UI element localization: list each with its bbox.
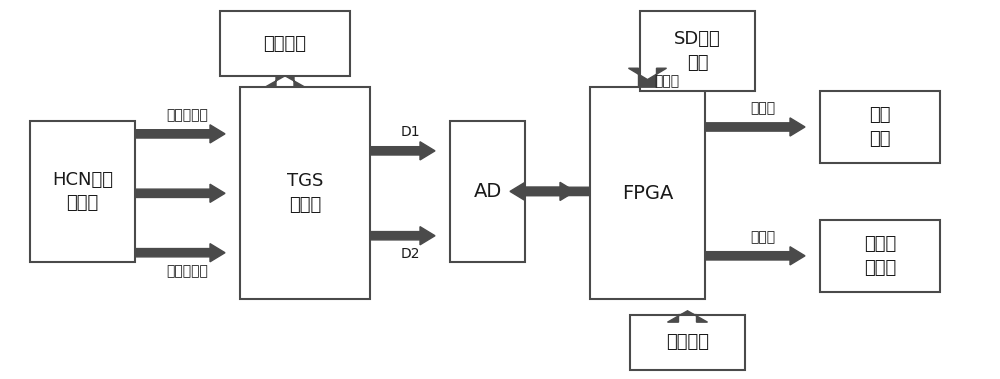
Bar bbox=[820, 220, 940, 292]
Text: D1: D1 bbox=[400, 125, 420, 139]
FancyArrow shape bbox=[705, 118, 805, 136]
Text: 密度值: 密度值 bbox=[750, 230, 775, 244]
FancyArrow shape bbox=[525, 182, 575, 200]
FancyArrow shape bbox=[370, 227, 435, 245]
Text: SD存储
设备: SD存储 设备 bbox=[674, 30, 721, 72]
FancyArrow shape bbox=[510, 182, 590, 200]
Text: D2: D2 bbox=[400, 247, 420, 261]
Bar bbox=[450, 121, 525, 262]
FancyArrow shape bbox=[629, 68, 666, 87]
Text: 装置其
他系统: 装置其 他系统 bbox=[864, 235, 896, 277]
FancyArrow shape bbox=[265, 76, 305, 87]
Bar bbox=[640, 11, 755, 91]
Bar bbox=[820, 91, 940, 163]
Text: TGS
探测器: TGS 探测器 bbox=[287, 172, 323, 214]
FancyArrow shape bbox=[370, 142, 435, 160]
Text: 密度值: 密度值 bbox=[654, 75, 680, 88]
Text: FPGA: FPGA bbox=[622, 184, 673, 203]
Bar bbox=[220, 11, 350, 76]
Bar bbox=[630, 315, 745, 370]
Text: 电源模块: 电源模块 bbox=[264, 34, 307, 53]
FancyArrow shape bbox=[705, 247, 805, 265]
FancyArrow shape bbox=[135, 244, 225, 262]
Bar bbox=[30, 121, 135, 262]
Bar bbox=[240, 87, 370, 299]
FancyArrow shape bbox=[135, 184, 225, 202]
FancyArrow shape bbox=[135, 125, 225, 143]
Text: 参考道光束: 参考道光束 bbox=[167, 264, 208, 278]
Text: 电源模块: 电源模块 bbox=[666, 333, 709, 351]
Text: 密度值: 密度值 bbox=[750, 102, 775, 116]
Text: 显示
设备: 显示 设备 bbox=[869, 106, 891, 148]
FancyArrow shape bbox=[668, 311, 708, 322]
Text: HCN激光
干涉仪: HCN激光 干涉仪 bbox=[52, 171, 113, 212]
Text: AD: AD bbox=[473, 182, 502, 201]
Text: 测量道光束: 测量道光束 bbox=[167, 108, 208, 122]
Bar bbox=[590, 87, 705, 299]
